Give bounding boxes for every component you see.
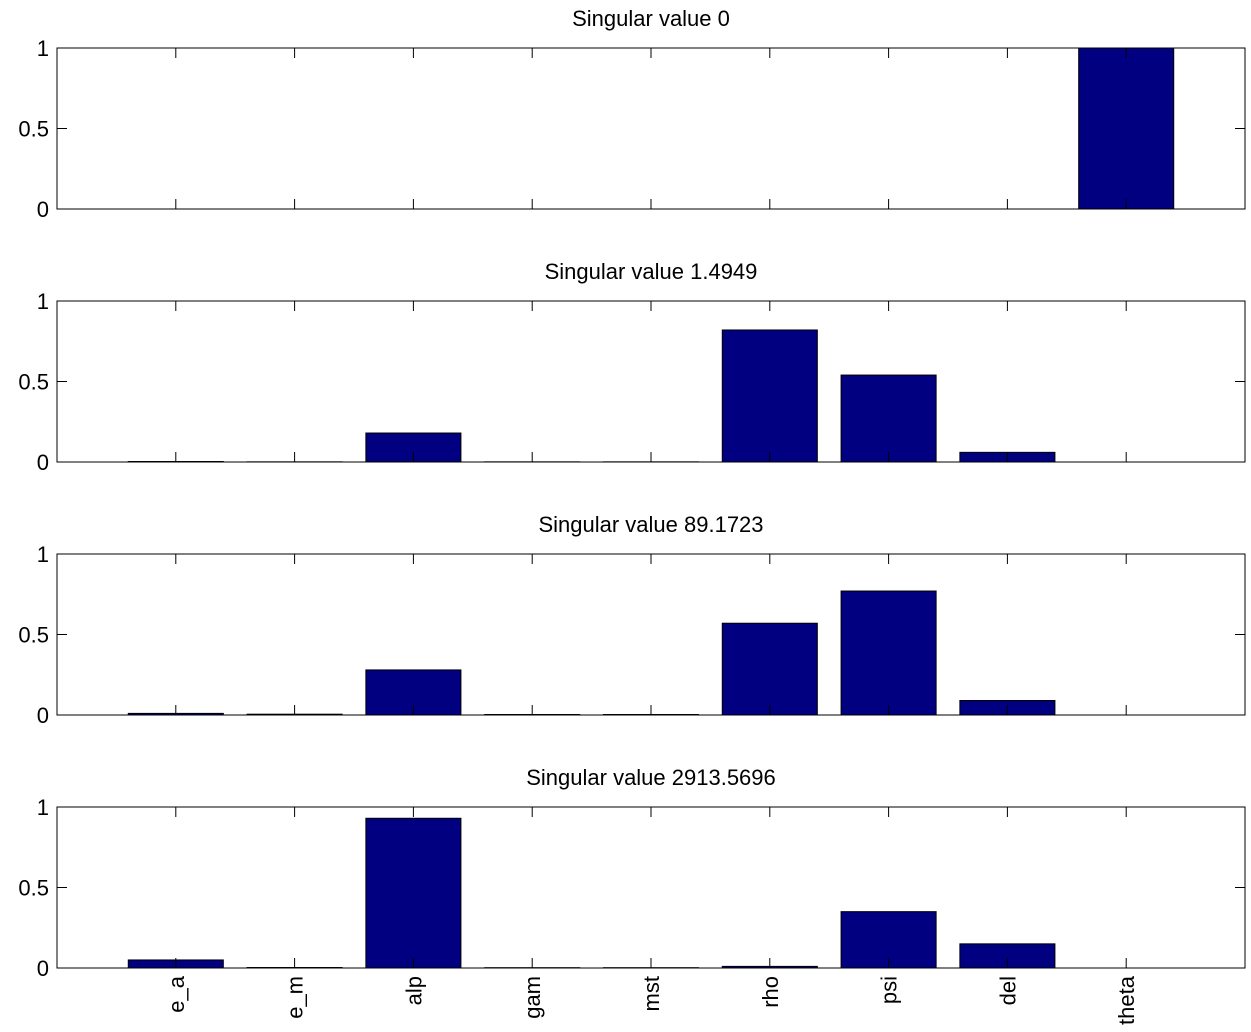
chart-title: Singular value 1.4949 (545, 259, 758, 284)
plot-frame (56, 553, 1246, 716)
plot-frame (56, 806, 1246, 969)
x-tick-label: e_a (164, 975, 189, 1012)
bar (365, 817, 462, 969)
y-tick-label: 1 (37, 36, 49, 61)
y-tick-label: 0.5 (18, 623, 49, 648)
y-tick-label: 0 (37, 197, 49, 222)
y-tick-label: 0 (37, 703, 49, 728)
y-tick-label: 0 (37, 450, 49, 475)
bar (721, 622, 818, 716)
chart-title: Singular value 0 (572, 6, 730, 31)
y-tick-label: 0 (37, 956, 49, 981)
x-tick-label: rho (758, 976, 783, 1008)
x-tick-label: alp (401, 976, 426, 1005)
y-tick-label: 1 (37, 289, 49, 314)
chart-title: Singular value 89.1723 (538, 512, 763, 537)
x-tick-label: mst (639, 976, 664, 1011)
bar (1078, 47, 1175, 210)
y-tick-label: 0.5 (18, 370, 49, 395)
x-tick-label: theta (1114, 975, 1139, 1025)
y-tick-label: 0.5 (18, 876, 49, 901)
bar (721, 329, 818, 463)
y-tick-label: 0.5 (18, 117, 49, 142)
plot-frame (56, 47, 1246, 210)
y-tick-label: 1 (37, 795, 49, 820)
x-tick-label: del (995, 976, 1020, 1005)
y-tick-label: 1 (37, 542, 49, 567)
bar (840, 590, 937, 716)
chart-title: Singular value 2913.5696 (526, 765, 776, 790)
x-tick-label: psi (877, 976, 902, 1004)
bar (840, 374, 937, 463)
x-tick-label: e_m (283, 976, 308, 1019)
plot-frame (56, 300, 1246, 463)
x-tick-label: gam (520, 976, 545, 1019)
